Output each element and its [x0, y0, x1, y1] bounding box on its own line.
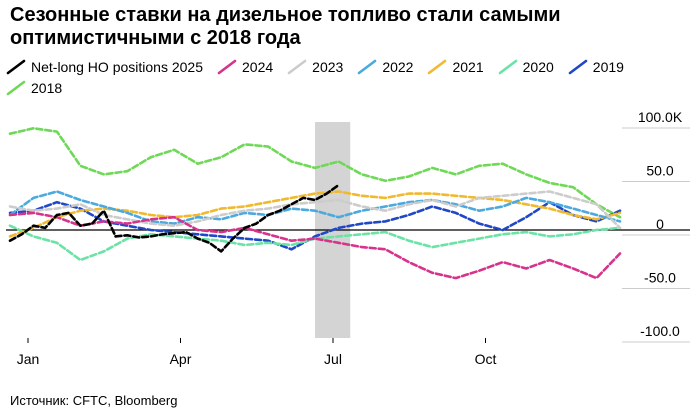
legend-swatch-line: [6, 59, 26, 75]
legend-item: 2018: [6, 79, 62, 97]
y-tick-label: -50.0: [644, 270, 676, 286]
series-line-2021: [8, 190, 622, 238]
legend-swatch-line: [6, 80, 26, 96]
source-note: Источник: CFTC, Bloomberg: [10, 393, 178, 408]
legend-item: 2023: [287, 58, 343, 76]
x-tick-label: Oct: [475, 351, 497, 367]
x-tick-label: Jul: [324, 351, 342, 367]
chart-title: Сезонные ставки на дизельное топливо ста…: [10, 4, 561, 49]
legend-swatch: [428, 59, 447, 75]
series-line-2020: [8, 224, 622, 262]
series-line-2022: [8, 190, 622, 225]
legend-swatch: [568, 59, 588, 75]
legend-swatch: [6, 80, 26, 96]
legend: Net-long HO positions 2025 2024 2023 2022 20…: [6, 58, 676, 97]
legend-label: 2022: [382, 59, 414, 75]
legend-swatch-line: [287, 59, 307, 75]
legend-swatch-line: [217, 59, 237, 75]
chart-plot: 100.0K 50.0 0 -50.0 -100.0 Jan Apr Jul Oct: [6, 109, 690, 367]
legend-item: 2019: [568, 58, 624, 76]
legend-label: 2021: [452, 59, 484, 75]
legend-swatch: [498, 59, 517, 75]
legend-swatch-line: [498, 59, 517, 75]
y-tick-label: 0: [656, 216, 664, 232]
series-line-net-long-2025: [8, 183, 340, 253]
series-line-2018: [8, 127, 622, 219]
legend-label: 2023: [312, 59, 344, 75]
legend-swatch-line: [568, 59, 588, 75]
series-line-2023: [8, 190, 622, 230]
legend-label: 2019: [592, 59, 624, 75]
legend-label: 2018: [31, 80, 63, 96]
legend-swatch-line: [428, 59, 447, 75]
x-tick-label: Jan: [17, 351, 40, 367]
legend-item: 2022: [357, 58, 413, 76]
legend-item: Net-long HO positions 2025: [6, 58, 203, 76]
legend-swatch: [287, 59, 307, 75]
legend-label: 2024: [242, 59, 274, 75]
x-tick-label: Apr: [170, 351, 192, 367]
legend-item: 2024: [217, 58, 273, 76]
y-tick-label: 50.0: [646, 163, 673, 179]
legend-swatch: [358, 59, 377, 75]
legend-item: 2021: [427, 58, 484, 76]
y-tick-label: 100.0K: [638, 109, 683, 125]
legend-item: 2020: [498, 58, 554, 76]
y-tick-label: -100.0: [640, 323, 680, 339]
legend-label: 2020: [522, 59, 554, 75]
series-line-2024: [8, 211, 622, 280]
legend-swatch: [6, 59, 26, 75]
legend-swatch-line: [358, 59, 377, 75]
legend-swatch: [217, 59, 237, 75]
legend-label: Net-long HO positions 2025: [31, 59, 203, 75]
